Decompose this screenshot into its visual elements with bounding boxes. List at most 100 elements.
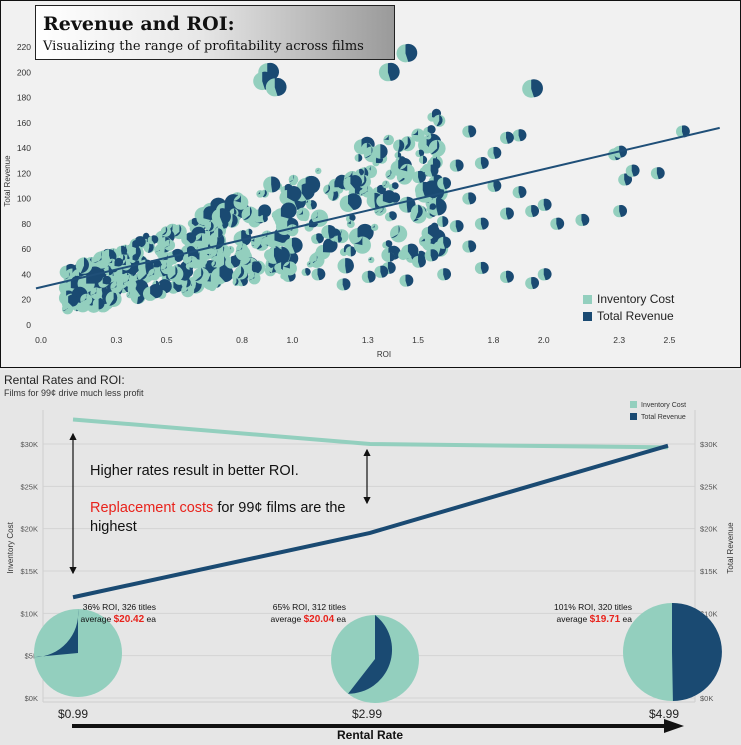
pie-slice-total-revenue bbox=[194, 233, 202, 241]
y-tick-label: 140 bbox=[17, 143, 31, 153]
scatter-point bbox=[143, 241, 155, 253]
legend-total-revenue: Total Revenue bbox=[630, 413, 686, 421]
pie-slice-total-revenue bbox=[287, 186, 302, 202]
pie-slice-total-revenue bbox=[380, 265, 389, 278]
scatter-point bbox=[537, 198, 552, 211]
pie-slice-total-revenue bbox=[427, 125, 436, 134]
pie-slice-total-revenue bbox=[151, 235, 159, 244]
scatter-point bbox=[418, 155, 428, 164]
x-tick-label: 0.8 bbox=[236, 335, 248, 345]
pie-slice-total-revenue bbox=[64, 272, 70, 280]
pie-slice-total-revenue bbox=[296, 207, 304, 216]
legend-swatch bbox=[583, 295, 592, 304]
y-tick-label: 160 bbox=[17, 118, 31, 128]
x-tick-label: 1.0 bbox=[286, 335, 298, 345]
pie-slice-total-revenue bbox=[126, 291, 130, 297]
pie-label-stats: 65% ROI, 312 titles bbox=[272, 602, 346, 612]
scatter-point bbox=[383, 134, 395, 146]
scatter-point bbox=[263, 176, 281, 193]
scatter-point bbox=[423, 125, 436, 136]
y-tick-label-right: $0K bbox=[700, 694, 713, 703]
pie-slice-total-revenue bbox=[305, 268, 311, 276]
y-tick-label: 180 bbox=[17, 93, 31, 103]
pie-slice-total-revenue bbox=[359, 174, 367, 187]
y-tick-label-left: $10K bbox=[20, 609, 38, 618]
scatter-point bbox=[339, 193, 362, 213]
pie-slice-total-revenue bbox=[348, 615, 393, 694]
scatter-point bbox=[128, 240, 140, 251]
pie-slice-total-revenue bbox=[322, 237, 338, 253]
pie-slice-total-revenue bbox=[143, 232, 150, 239]
pie-slice-total-revenue bbox=[237, 266, 245, 279]
pie-slice-total-revenue bbox=[442, 216, 449, 227]
pie-slice-total-revenue bbox=[262, 189, 267, 198]
y-tick-label-left: $25K bbox=[20, 482, 38, 491]
pie-slice-total-revenue bbox=[422, 155, 428, 164]
scatter-point bbox=[343, 175, 363, 191]
legend-swatch bbox=[630, 413, 637, 420]
scatter-point bbox=[185, 255, 198, 268]
scatter-point bbox=[449, 220, 464, 233]
pie-slice-total-revenue bbox=[518, 129, 527, 142]
pie-slice-total-revenue bbox=[455, 159, 464, 172]
x-tick-label: 1.5 bbox=[412, 335, 424, 345]
scatter-point bbox=[487, 146, 502, 160]
pie-slice-total-revenue bbox=[324, 184, 331, 194]
legend-label: Inventory Cost bbox=[641, 402, 687, 409]
pie-slice-total-revenue bbox=[358, 154, 363, 162]
y-tick-label-right: $15K bbox=[700, 567, 718, 576]
scatter-point bbox=[537, 268, 552, 281]
pie-slice-total-revenue bbox=[147, 241, 154, 253]
pie-slice-total-revenue bbox=[353, 236, 363, 246]
pie-slice-total-revenue bbox=[581, 213, 590, 226]
pie-slice-total-revenue bbox=[337, 235, 343, 243]
pie-slice-total-revenue bbox=[132, 240, 140, 248]
scatter-point bbox=[62, 294, 79, 309]
pie-slice-total-revenue bbox=[211, 249, 218, 258]
y-tick-label-right: $10K bbox=[700, 609, 718, 618]
scatter-point bbox=[382, 180, 390, 189]
scatter-point bbox=[426, 203, 437, 213]
scatter-point bbox=[437, 268, 452, 281]
pie-slice-total-revenue bbox=[385, 240, 393, 248]
pie-slice-total-revenue bbox=[123, 274, 130, 283]
scatter-point bbox=[412, 255, 426, 268]
pie-slice-total-revenue bbox=[398, 169, 407, 182]
scatter-point bbox=[286, 224, 299, 237]
pie-slice-total-revenue bbox=[411, 128, 419, 136]
scatter-point bbox=[500, 207, 514, 220]
scatter-point bbox=[211, 208, 231, 225]
pie-slice-total-revenue bbox=[382, 190, 396, 204]
scatter-point bbox=[575, 213, 590, 227]
scatter-point bbox=[315, 167, 322, 175]
pie-slice-total-revenue bbox=[34, 609, 79, 658]
scatter-point bbox=[304, 198, 312, 206]
legend-label: Inventory Cost bbox=[597, 292, 675, 306]
pie-slice-total-revenue bbox=[181, 284, 189, 293]
pie-slice-total-revenue bbox=[480, 261, 489, 274]
scatter-point bbox=[500, 131, 514, 144]
scatter-point bbox=[288, 174, 299, 185]
scatter-point bbox=[334, 235, 343, 243]
pie-slice-total-revenue bbox=[274, 77, 287, 96]
pie-slice-inventory-cost bbox=[353, 236, 371, 254]
pie-slice-total-revenue bbox=[258, 204, 272, 218]
pie-label-average: average $20.04 ea bbox=[270, 614, 346, 625]
pie-slice-total-revenue bbox=[109, 291, 118, 306]
scatter-point bbox=[211, 260, 219, 268]
pie-label-2-99: 65% ROI, 312 titles average $20.04 ea bbox=[270, 601, 346, 626]
scatter-point bbox=[512, 129, 527, 142]
pie-slice-total-revenue bbox=[480, 217, 489, 230]
revenue-roi-panel: 0.0 0.3 0.5 0.8 1.0 1.3 1.5 1.8 2.0 2.3 2.5 0 20 40 60… bbox=[0, 0, 741, 368]
scatter-point bbox=[462, 192, 477, 205]
scatter-point bbox=[296, 207, 310, 221]
scatter-point bbox=[210, 249, 223, 262]
pie-slice-total-revenue bbox=[114, 257, 124, 267]
scatter-point bbox=[236, 243, 249, 256]
pie-slice-total-revenue bbox=[93, 251, 102, 263]
chart-subtitle: Visualizing the range of profitability a… bbox=[43, 39, 364, 54]
scatter-point bbox=[90, 287, 103, 300]
scatter-point bbox=[354, 154, 363, 162]
scatter-point bbox=[425, 133, 432, 140]
pie-slice-total-revenue bbox=[631, 164, 640, 177]
